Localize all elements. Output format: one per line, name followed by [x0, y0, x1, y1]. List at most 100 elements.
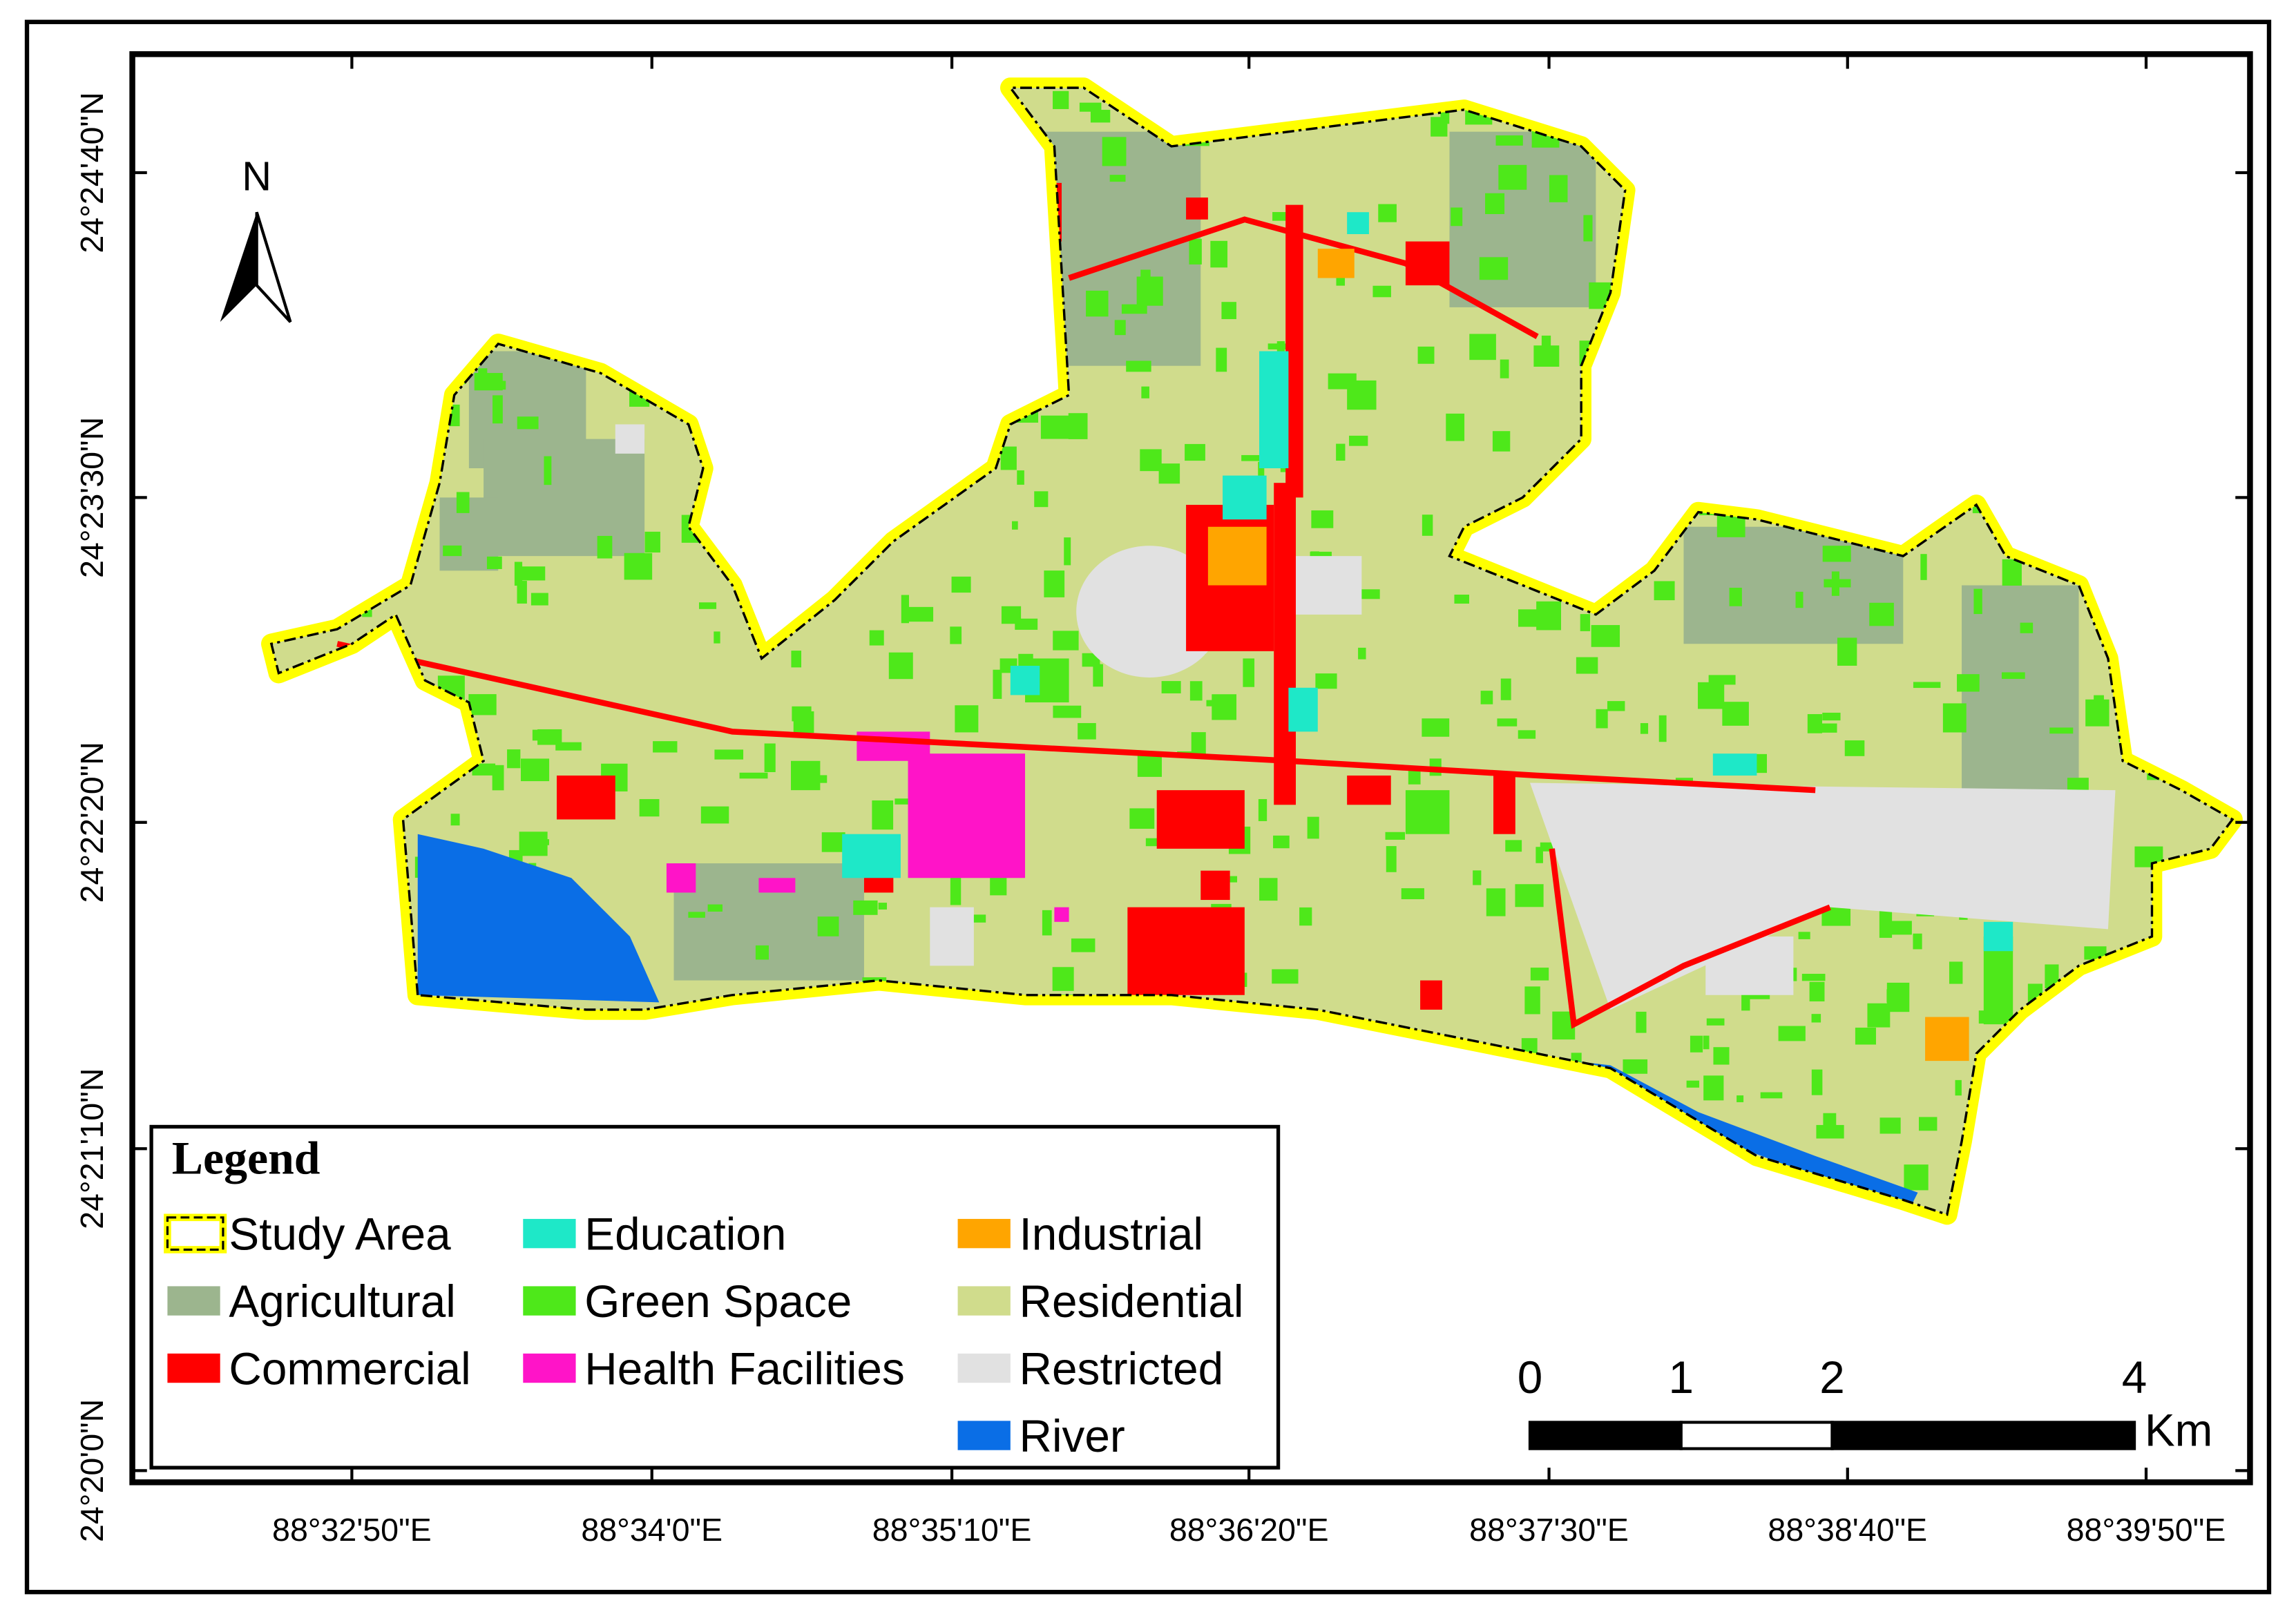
green-space-patch [1886, 989, 1905, 1003]
green-space-patch [1361, 589, 1380, 599]
legend-swatch [957, 1353, 1011, 1383]
green-space-patch [1161, 681, 1181, 693]
green-space-patch [955, 705, 979, 733]
green-space-patch [555, 742, 582, 751]
green-space-patch [1258, 461, 1265, 488]
legend-swatch-dash [166, 1216, 224, 1251]
education-patch [842, 834, 901, 878]
green-space-patch [1210, 240, 1228, 268]
green-space-patch [1042, 910, 1052, 936]
green-space-patch [492, 765, 504, 791]
green-space-patch [521, 566, 546, 581]
green-space-patch [1816, 1124, 1844, 1139]
green-space-patch [1079, 102, 1102, 112]
legend-label: Health Facilities [584, 1343, 905, 1394]
green-space-patch [597, 535, 613, 559]
green-space-patch [791, 760, 821, 791]
green-space-patch [1518, 730, 1536, 739]
legend-label: Restricted [1020, 1343, 1224, 1394]
green-space-patch [688, 912, 705, 918]
green-space-patch [1703, 1075, 1724, 1101]
green-space-patch [1497, 718, 1518, 727]
industrial-patch [1317, 249, 1355, 278]
green-space-patch [2001, 672, 2025, 680]
green-space-patch [1408, 768, 1421, 785]
green-space-patch [699, 602, 717, 609]
green-space-patch [544, 456, 552, 486]
green-space-patch [1012, 521, 1018, 530]
green-space-patch [1795, 591, 1804, 608]
commercial-road [336, 641, 1816, 794]
green-space-patch [1243, 658, 1255, 687]
education-patch [1223, 475, 1267, 520]
green-space-patch [1855, 1027, 1876, 1045]
legend-label: Commercial [229, 1343, 470, 1394]
green-space-patch [1015, 618, 1038, 630]
green-space-patch [1417, 346, 1435, 364]
green-space-patch [1469, 334, 1496, 361]
green-space-patch [492, 395, 503, 424]
green-space-patch [1636, 1011, 1647, 1033]
commercial-patch [1127, 907, 1245, 995]
green-space-patch [888, 652, 913, 680]
green-space-patch [1889, 921, 1912, 935]
green-space-patch [456, 492, 470, 513]
green-space-patch [2049, 727, 2074, 734]
green-space-patch [1258, 799, 1267, 821]
green-space-patch [1515, 884, 1544, 907]
green-space-patch [1485, 193, 1505, 214]
longitude-label: 88°32'50"E [272, 1512, 432, 1548]
green-space-patch [993, 669, 1002, 699]
green-space-patch [1216, 347, 1227, 372]
health-facilities-patch [908, 753, 1026, 878]
green-space-patch [1918, 1117, 1938, 1131]
green-space-patch [950, 626, 962, 644]
green-space-patch [1086, 290, 1109, 317]
river-patch [417, 834, 660, 1003]
green-space-patch [474, 373, 503, 391]
green-space-patch [472, 763, 496, 776]
green-space-patch [1801, 974, 1826, 981]
green-space-patch [1126, 361, 1151, 372]
legend-swatch [957, 1286, 1011, 1316]
green-space-patch [1576, 657, 1598, 674]
green-space-patch [707, 904, 723, 912]
green-space-patch [1549, 175, 1568, 202]
green-space-patch [1052, 967, 1074, 991]
green-space-patch [1273, 835, 1290, 849]
green-space-patch [1000, 446, 1017, 470]
green-space-patch [906, 606, 934, 622]
green-space-patch [1957, 674, 1980, 692]
green-space-patch [700, 806, 729, 824]
green-space-patch [1121, 304, 1147, 314]
green-space-patch [755, 945, 769, 960]
scale-bar: 0 1 2 4Km [1518, 1352, 2213, 1455]
green-space-patch [520, 758, 550, 782]
green-space-patch [1844, 740, 1865, 756]
green-space-patch [1480, 691, 1493, 704]
green-space-patch [1658, 715, 1667, 742]
green-space-patch [639, 799, 660, 817]
green-space-patch [653, 741, 678, 753]
green-space-patch [1822, 712, 1841, 721]
green-space-patch [1686, 1080, 1700, 1088]
green-space-patch [1654, 581, 1675, 601]
green-space-patch [1713, 1047, 1730, 1065]
latitude-label: 24°24'40"N [74, 92, 110, 253]
latitude-label: 24°22'20"N [74, 742, 110, 903]
green-space-patch [1500, 678, 1511, 700]
education-patch [1010, 666, 1040, 695]
legend-label: Industrial [1020, 1209, 1203, 1259]
green-space-patch [1078, 722, 1096, 740]
commercial-patch [1274, 483, 1296, 805]
legend-swatch [957, 1218, 1011, 1249]
legend-box [149, 1124, 1281, 1470]
industrial-patch [1925, 1017, 1969, 1061]
green-space-patch [950, 876, 962, 905]
green-space-patch [1869, 602, 1894, 626]
green-space-patch [1831, 571, 1839, 596]
legend-swatch [523, 1218, 576, 1249]
health-facilities-patch [1054, 907, 1069, 922]
commercial-patch [1347, 775, 1391, 805]
